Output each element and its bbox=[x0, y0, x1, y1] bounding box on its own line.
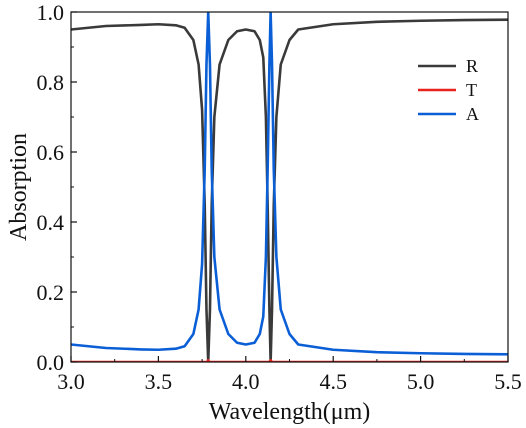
legend: RTA bbox=[418, 56, 479, 124]
series-line-r bbox=[71, 18, 508, 362]
x-tick-label: 4.0 bbox=[232, 369, 260, 394]
y-tick-label: 0.2 bbox=[37, 280, 65, 305]
x-tick-label: 3.5 bbox=[145, 369, 173, 394]
y-tick-label: 1.0 bbox=[37, 0, 65, 25]
y-axis-title: Absorption bbox=[6, 133, 32, 241]
x-tick-label: 3.0 bbox=[57, 369, 85, 394]
legend-label-a: A bbox=[466, 104, 479, 124]
x-axis-title: Wavelength(μm) bbox=[209, 399, 371, 425]
plot-frame bbox=[70, 11, 509, 363]
x-tick-label: 4.5 bbox=[319, 369, 347, 394]
series-layer bbox=[71, 12, 508, 362]
y-tick-label: 0.0 bbox=[37, 350, 65, 375]
x-tick-label: 5.0 bbox=[407, 369, 435, 394]
legend-label-r: R bbox=[466, 56, 478, 76]
y-tick-label: 0.8 bbox=[37, 70, 65, 95]
series-line-a bbox=[71, 12, 508, 356]
y-tick-label: 0.4 bbox=[37, 210, 65, 235]
legend-label-t: T bbox=[466, 80, 477, 100]
ticks-layer: 3.0 3.5 4.0 4.5 5.0 5.5 0.0 0.2 0.4 0.6 0.8 1.0 bbox=[37, 0, 522, 394]
y-tick-label: 0.6 bbox=[37, 140, 65, 165]
x-tick-label: 5.5 bbox=[494, 369, 522, 394]
